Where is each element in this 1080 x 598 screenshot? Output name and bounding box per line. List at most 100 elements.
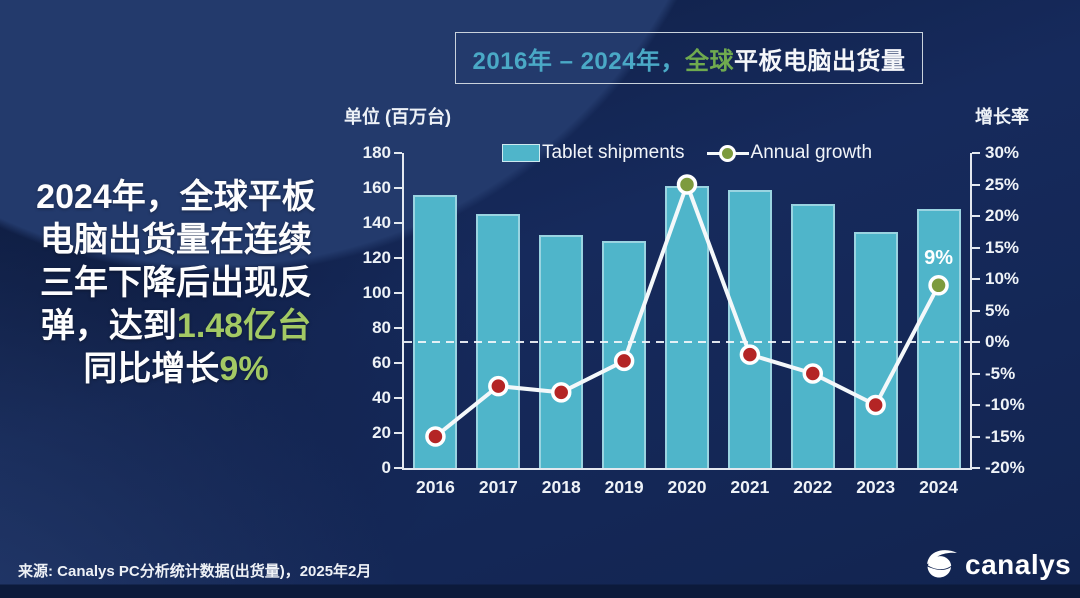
canalys-logo: canalys — [924, 549, 1071, 581]
right-axis-title: 增长率 — [975, 107, 1029, 127]
right-axis-tick-label: -5% — [985, 363, 1016, 383]
x-axis-label-2022: 2022 — [793, 477, 833, 497]
right-axis-tick — [972, 341, 980, 343]
x-axis-label-2017: 2017 — [478, 477, 518, 497]
growth-point-2019 — [613, 350, 635, 372]
chart-legend: Tablet shipments Annual growth — [404, 142, 970, 164]
right-axis-tick — [972, 278, 980, 280]
right-axis-tick — [972, 467, 980, 469]
right-axis-tick-label: 0% — [985, 332, 1010, 351]
left-axis-tick-label: 100 — [362, 283, 391, 302]
growth-point-2020 — [676, 174, 698, 195]
left-axis-tick — [394, 222, 402, 224]
title-scope: 全球 — [684, 47, 734, 75]
legend-tablet-shipments: Tablet shipments — [501, 142, 685, 164]
growth-point-2016 — [425, 426, 446, 447]
left-axis-tick — [394, 187, 402, 189]
right-axis-tick-label: 15% — [985, 237, 1020, 257]
left-axis-tick-label: 60 — [372, 353, 391, 372]
chart-title: 2016年 – 2024年， 全球 平板电脑出货量 — [455, 32, 923, 84]
right-axis-tick — [972, 215, 980, 217]
growth-point-2017 — [488, 375, 509, 397]
legend-label: Annual growth — [750, 142, 873, 163]
right-axis-tick — [972, 246, 980, 249]
right-axis-tick-label: -15% — [985, 426, 1025, 446]
callout-line: 同比增长9% — [6, 348, 346, 391]
right-axis-tick — [972, 152, 980, 154]
left-axis-tick-label: 0 — [381, 458, 391, 477]
title-subject: 平板电脑出货量 — [733, 47, 906, 75]
left-axis-tick — [394, 152, 402, 154]
right-axis-tick — [972, 435, 980, 438]
x-axis-label-2016: 2016 — [415, 477, 455, 497]
callout-text: 同比增长 — [83, 350, 220, 388]
canalys-logo-icon — [927, 550, 957, 578]
callout-line: 三年下降后出现反 — [6, 262, 346, 305]
left-axis-tick-label: 160 — [362, 178, 391, 197]
right-axis-tick — [972, 309, 980, 312]
callout-text: 三年下降后出现反 — [40, 264, 312, 302]
callout-text: 电脑出货量在连续 — [40, 221, 312, 259]
bar-2018 — [539, 235, 584, 468]
x-axis-label-2020: 2020 — [667, 477, 707, 497]
logo-wordmark: canalys — [965, 549, 1072, 580]
left-axis-tick-label: 140 — [362, 213, 391, 232]
right-axis-tick-label: 10% — [985, 269, 1020, 288]
growth-point-2022 — [802, 363, 824, 384]
right-axis-tick — [972, 404, 980, 406]
left-axis-tick — [394, 292, 402, 294]
chart-plot-area: Tablet shipments Annual growth 9% 180 160… — [363, 142, 1025, 497]
x-axis-label-2018: 2018 — [541, 477, 581, 497]
growth-point-2018 — [550, 382, 572, 403]
bar-2021 — [727, 189, 772, 468]
left-axis-tick-label: 120 — [362, 248, 391, 267]
bar-2022 — [790, 203, 835, 468]
title-year-range: 2016年 – 2024年， — [472, 47, 685, 75]
right-axis-tick-label: -10% — [985, 395, 1025, 414]
left-axis-tick — [394, 362, 402, 364]
callout-line: 电脑出货量在连续 — [6, 219, 346, 262]
x-axis-label-2023: 2023 — [856, 477, 896, 497]
left-axis-tick — [394, 432, 402, 434]
right-axis-tick — [972, 372, 980, 375]
left-axis-title: 单位 (百万台) — [344, 107, 451, 127]
bar-2024 — [916, 209, 961, 468]
legend-label: Tablet shipments — [541, 142, 685, 163]
right-axis-tick-label: -20% — [985, 458, 1025, 477]
right-axis-tick-label: 30% — [985, 143, 1020, 162]
left-axis-tick — [394, 327, 402, 329]
callout-line: 2024年，全球平板 — [6, 176, 346, 219]
left-axis-tick-label: 40 — [372, 388, 391, 407]
growth-annotation-2024: 9% — [924, 247, 953, 270]
callout-highlight: 1.48亿台 — [176, 307, 312, 345]
callout-text: 弹，达到 — [40, 307, 177, 345]
x-axis-label-2021: 2021 — [730, 477, 770, 497]
bar-swatch-icon — [501, 144, 540, 162]
callout-highlight: 9% — [219, 350, 269, 388]
x-axis-label-2024: 2024 — [919, 477, 959, 497]
left-axis-tick — [394, 257, 402, 259]
x-axis-label-2019: 2019 — [604, 477, 644, 497]
callout-text: 2024年，全球平板 — [36, 178, 316, 216]
right-axis-tick-label: 25% — [985, 174, 1020, 194]
growth-line-layer — [404, 174, 970, 447]
left-axis-tick-label: 80 — [372, 318, 391, 337]
annual-growth-line — [434, 182, 941, 439]
growth-point-2024 — [928, 275, 949, 296]
growth-point-2023 — [865, 394, 886, 416]
left-axis-tick — [394, 467, 402, 469]
right-axis-tick-label: 5% — [985, 300, 1010, 320]
growth-point-2021 — [739, 344, 761, 365]
bar-2023 — [853, 231, 898, 468]
line-marker-icon — [706, 144, 749, 162]
summary-callout: 2024年，全球平板 电脑出货量在连续 三年下降后出现反 弹，达到1.48亿台 … — [6, 176, 346, 391]
left-axis-tick-label: 180 — [362, 143, 391, 162]
right-axis-tick-label: 20% — [985, 206, 1020, 225]
callout-line: 弹，达到1.48亿台 — [6, 305, 346, 348]
right-axis-tick — [972, 183, 980, 186]
source-note: 来源: Canalys PC分析统计数据(出货量)，2025年2月 — [18, 563, 372, 580]
left-axis-tick-label: 20 — [372, 423, 391, 442]
left-axis-tick — [394, 397, 402, 399]
legend-annual-growth: Annual growth — [706, 142, 873, 164]
